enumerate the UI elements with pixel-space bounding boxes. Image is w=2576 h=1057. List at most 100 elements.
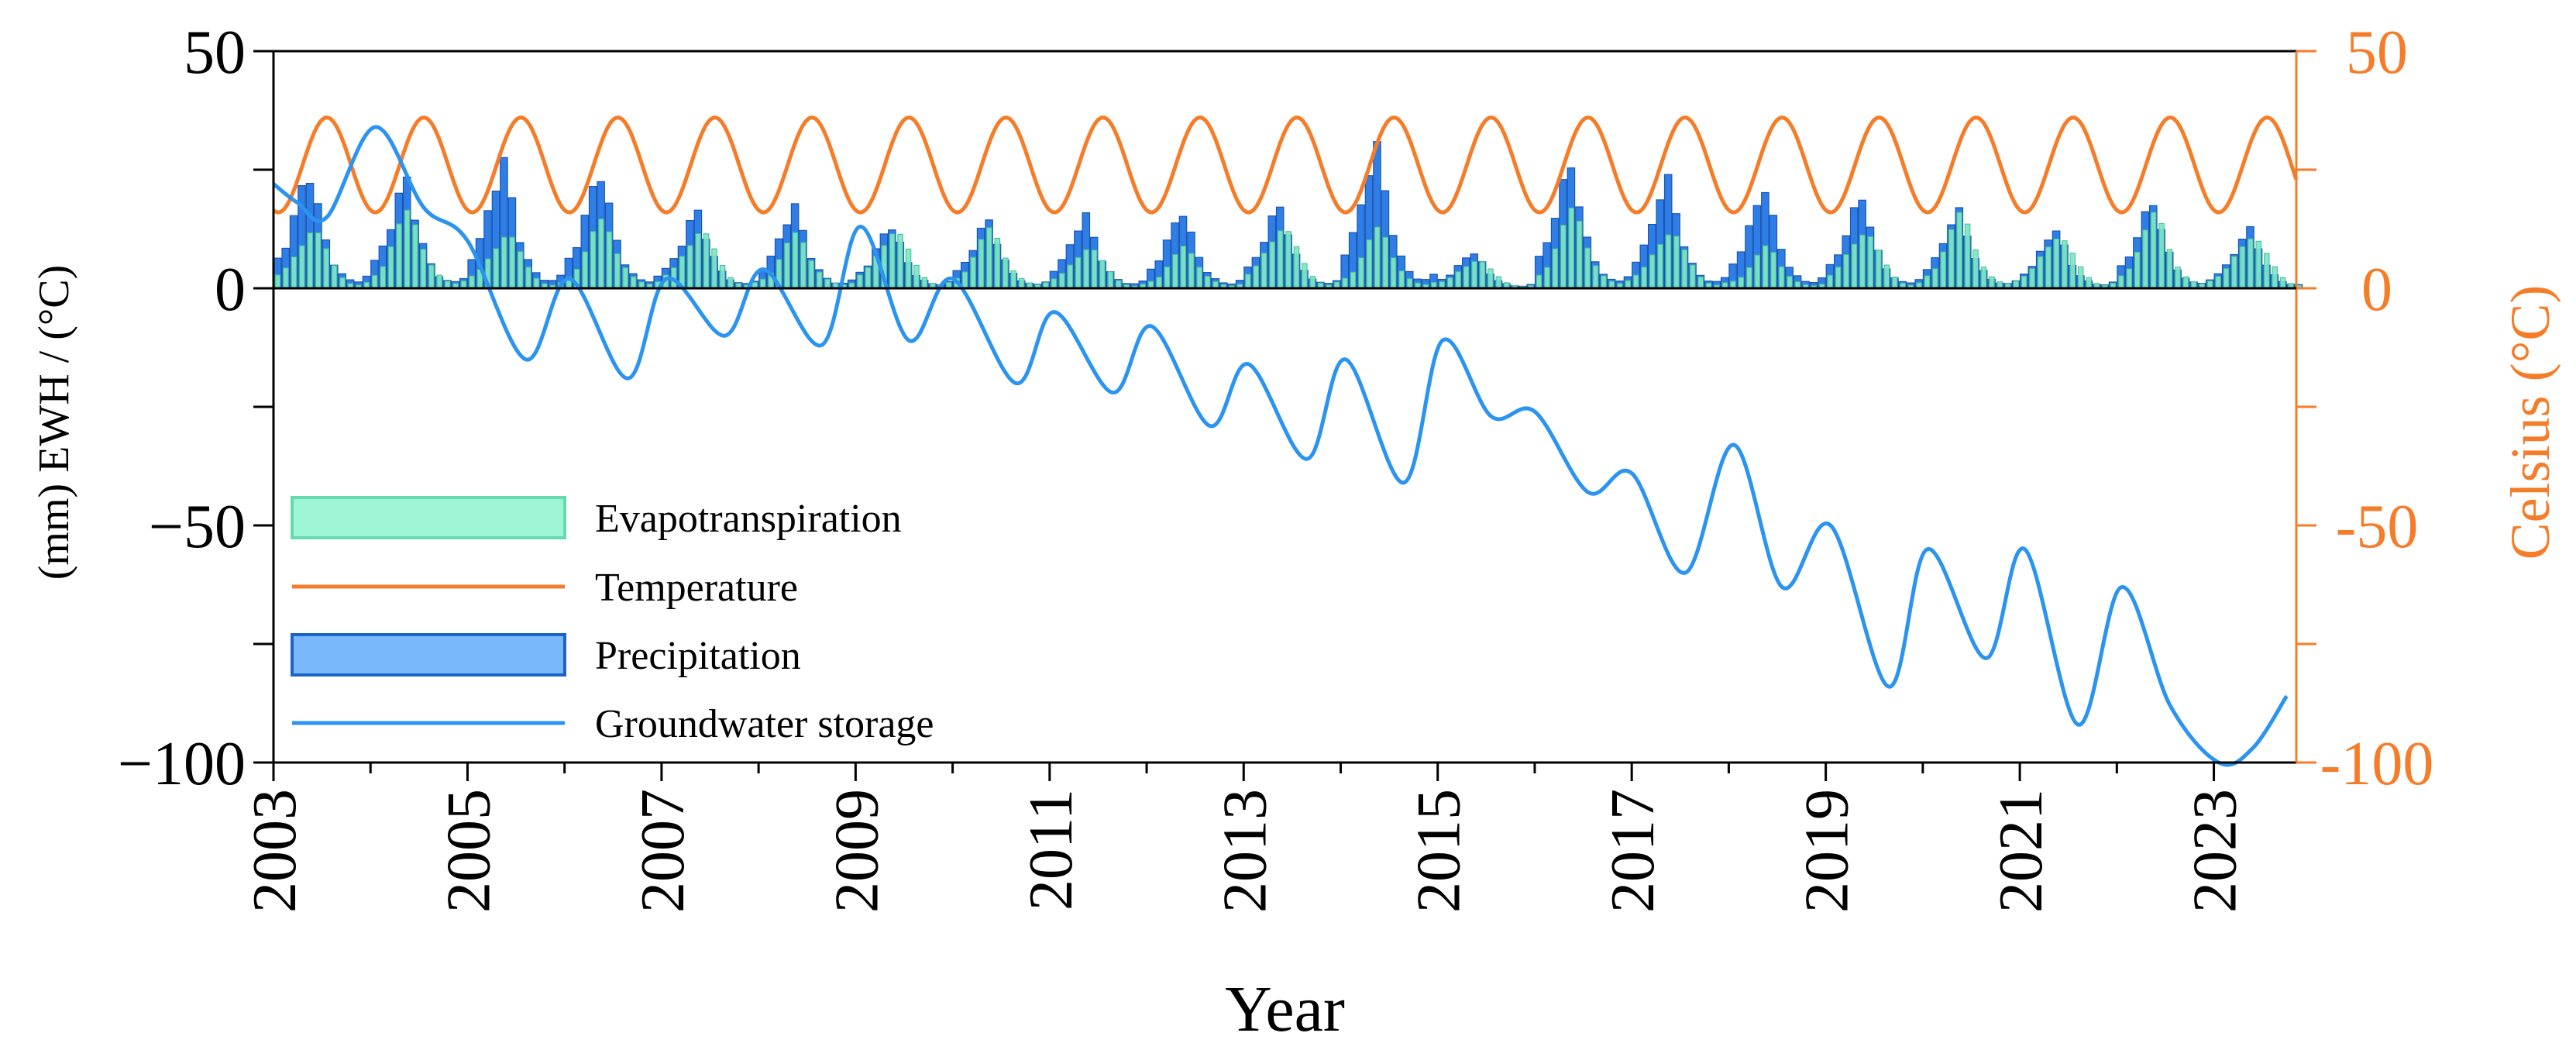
line-series <box>272 115 2299 767</box>
evapotranspiration-bar <box>1003 257 1009 289</box>
evapotranspiration-bar <box>1382 236 1388 289</box>
evapotranspiration-bar <box>1763 245 1769 289</box>
evapotranspiration-bar <box>1859 234 1866 289</box>
evapotranspiration-bar <box>331 265 338 289</box>
evapotranspiration-bar <box>1204 276 1211 289</box>
evapotranspiration-bar <box>1180 246 1187 289</box>
evapotranspiration-bar <box>1285 231 1291 289</box>
evapotranspiration-bar <box>1883 264 1890 289</box>
evapotranspiration-bar <box>1051 278 1058 289</box>
evapotranspiration-bar <box>1673 236 1680 289</box>
y-tick-label-left: −100 <box>118 730 246 798</box>
evapotranspiration-bar <box>339 277 346 289</box>
evapotranspiration-bar <box>420 249 427 289</box>
x-tick-label: 2023 <box>2182 789 2250 913</box>
evapotranspiration-bar <box>1253 265 1259 289</box>
evapotranspiration-bar <box>614 253 621 289</box>
evapotranspiration-bar <box>2264 253 2270 289</box>
evapotranspiration-bar <box>1681 249 1688 289</box>
evapotranspiration-bar <box>1067 264 1073 289</box>
evapotranspiration-bar <box>525 267 531 289</box>
legend: Evapotranspiration Temperature Precipitati… <box>291 496 934 746</box>
evapotranspiration-bar <box>517 251 524 289</box>
evapotranspiration-bar <box>1293 246 1300 289</box>
evapotranspiration-bar <box>1843 254 1849 289</box>
evapotranspiration-bar <box>1972 249 1979 289</box>
evapotranspiration-bar <box>469 275 475 289</box>
evapotranspiration-bar <box>1487 268 1494 289</box>
y-tick-label-left: −50 <box>149 493 246 561</box>
evapotranspiration-bar <box>1552 248 1559 289</box>
evapotranspiration-bar <box>372 274 378 289</box>
evapotranspiration-bar <box>1876 250 1882 289</box>
evapotranspiration-bar <box>1827 274 1833 289</box>
evapotranspiration-bar <box>808 260 814 289</box>
evapotranspiration-bar <box>1891 276 1898 289</box>
evapotranspiration-bar <box>2118 275 2124 289</box>
evapotranspiration-bar <box>1835 267 1842 289</box>
evapotranspiration-bar <box>1390 257 1397 289</box>
evapotranspiration-bar <box>598 219 604 289</box>
evapotranspiration-bar <box>2150 212 2157 289</box>
evapotranspiration-bar <box>1260 253 1267 289</box>
evapotranspiration-bar <box>2142 229 2148 289</box>
legend-label: Evapotranspiration <box>595 497 902 541</box>
evapotranspiration-bar <box>274 274 281 289</box>
x-tick-label: 2013 <box>1211 789 1279 913</box>
x-tick-label: 2007 <box>629 789 697 913</box>
evapotranspiration-bar <box>978 239 985 289</box>
evapotranspiration-bar <box>582 251 588 289</box>
evapotranspiration-bar <box>2279 277 2286 289</box>
x-tick-label: 2021 <box>1987 789 2055 913</box>
x-tick-label: 2005 <box>435 789 503 913</box>
evapotranspiration-bar <box>1342 277 1348 289</box>
evapotranspiration-bar <box>1091 250 1098 289</box>
evapotranspiration-bar <box>1584 247 1591 289</box>
evapotranspiration-bar <box>299 245 305 289</box>
evapotranspiration-bar <box>2037 256 2044 289</box>
evapotranspiration-bar <box>1641 267 1647 289</box>
evapotranspiration-bar <box>1576 220 1583 289</box>
evapotranspiration-bar <box>1568 208 1574 289</box>
evapotranspiration-bar <box>1018 277 1025 289</box>
evapotranspiration-bar <box>1374 226 1381 289</box>
evapotranspiration-bar <box>687 245 693 289</box>
evapotranspiration-bar <box>1601 275 1607 289</box>
evapotranspiration-bar <box>1350 271 1357 289</box>
evapotranspiration-bar <box>1172 254 1178 289</box>
evapotranspiration-bar <box>970 257 976 289</box>
evapotranspiration-bar <box>590 231 597 289</box>
evapotranspiration-bar <box>387 246 394 289</box>
evapotranspiration-bar <box>889 233 896 289</box>
evapotranspiration-bar <box>2215 276 2221 289</box>
evapotranspiration-bar <box>1471 261 1477 289</box>
evapotranspiration-bar <box>2029 268 2035 289</box>
evapotranspiration-bar <box>961 271 968 289</box>
y-tick-label-right: -100 <box>2320 730 2434 798</box>
evapotranspiration-bar <box>1924 275 1931 289</box>
evapotranspiration-bar <box>2021 276 2027 289</box>
evapotranspiration-bar <box>501 236 507 289</box>
evapotranspiration-bar <box>792 232 799 289</box>
evapotranspiration-bar <box>509 236 515 289</box>
evapotranspiration-bar <box>2069 253 2076 289</box>
evapotranspiration-bar <box>824 278 831 289</box>
evapotranspiration-bar <box>412 224 418 289</box>
evapotranspiration-bar <box>727 277 734 289</box>
y-axis-title-left: (mm) EWH / (°C) <box>30 265 78 580</box>
y-axis-title-right: Celsius (°C) <box>2499 285 2561 560</box>
evapotranspiration-bar <box>622 267 628 289</box>
evapotranspiration-bar <box>1738 277 1745 289</box>
evapotranspiration-bar <box>784 243 790 289</box>
evapotranspiration-bar <box>994 238 1001 289</box>
x-axis-title: Year <box>1225 973 1345 1045</box>
y-tick-label-right: 50 <box>2346 19 2408 87</box>
evapotranspiration-bar <box>1746 267 1752 289</box>
evapotranspiration-bar <box>2062 240 2068 289</box>
evapotranspiration-bar <box>1778 266 1785 289</box>
evapotranspiration-bar <box>323 248 329 289</box>
axes: −100 -100 −50 -50 0 0 50 50 2003 2005 2007 2009 2011… <box>30 19 2561 1045</box>
evapotranspiration-bar <box>1940 251 1946 289</box>
evapotranspiration-bar <box>1964 223 1971 289</box>
